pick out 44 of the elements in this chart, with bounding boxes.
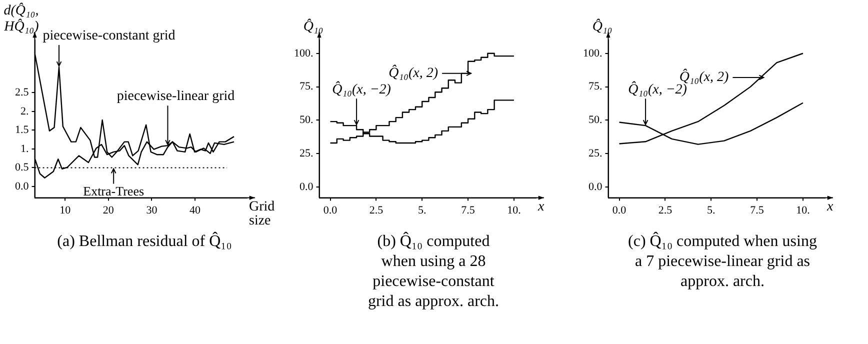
y-tick-label: 100. <box>294 47 314 60</box>
text: (c) Q̂₁₀ computed when using a 7 piecewise-linear grid as approx. arch. <box>628 232 818 292</box>
x-tick-label: 2.5 <box>658 204 673 216</box>
y-axis-title: d(Q̂₁₀, HQ̂₁₀) <box>3 2 40 35</box>
y-tick-label: 0.0 <box>588 180 603 193</box>
text: (a) Bellman residual of Q̂₁₀ <box>56 232 233 252</box>
x-tick-label: 7.5 <box>750 204 764 216</box>
annotation: piecewise-constant grid <box>42 28 176 44</box>
x-tick-label: 0.0 <box>612 204 627 216</box>
x-tick-label: 2.5 <box>369 204 384 216</box>
x-tick-label: 40 <box>190 204 202 216</box>
y-axis-title: Q̂₁₀ <box>592 18 612 35</box>
y-tick-label: 2.5 <box>15 86 30 98</box>
y-tick-label: 0.0 <box>15 180 30 192</box>
y-tick-label: 25. <box>588 148 602 160</box>
x-tick-label: 5. <box>418 204 426 216</box>
y-tick-label: 25. <box>300 148 314 160</box>
x-axis-title: x <box>826 199 834 214</box>
x-tick-label: 10. <box>796 204 810 216</box>
y-tick-label: 1.5 <box>15 124 30 136</box>
y-tick-label: 0.5 <box>15 162 30 174</box>
x-tick-label: 0.0 <box>323 204 338 216</box>
y-tick-label: 75. <box>588 80 602 93</box>
y-tick-label: 2. <box>20 105 29 118</box>
annotation: Extra-Trees <box>83 184 144 199</box>
y-tick-label: 1. <box>20 142 29 155</box>
x-tick-label: 10. <box>507 204 522 216</box>
y-tick-label: 100. <box>583 47 602 60</box>
x-tick-label: 7.5 <box>461 204 476 216</box>
y-tick-label: 50. <box>588 114 602 126</box>
x-tick-label: 20 <box>102 204 114 216</box>
y-tick-label: 0.0 <box>300 180 314 193</box>
annotation: piecewise-linear grid <box>116 89 235 104</box>
y-axis-title: Q̂₁₀ <box>303 18 324 35</box>
y-tick-label: 50. <box>300 114 314 126</box>
x-axis-title: x <box>537 199 545 214</box>
x-tick-label: 5. <box>706 204 716 216</box>
y-tick-label: 75. <box>300 80 314 93</box>
x-tick-label: 10 <box>60 204 72 216</box>
text: (b) Q̂₁₀ computed when using a 28 piecewise-constant grid as approx. arch. <box>366 232 500 312</box>
annotation: Q̂₁₀(x, 2) <box>388 64 438 82</box>
x-tick-label: 30 <box>146 204 158 216</box>
x-axis-title: Grid size <box>249 199 275 228</box>
annotation: Q̂₁₀(x, −2) <box>332 80 392 98</box>
